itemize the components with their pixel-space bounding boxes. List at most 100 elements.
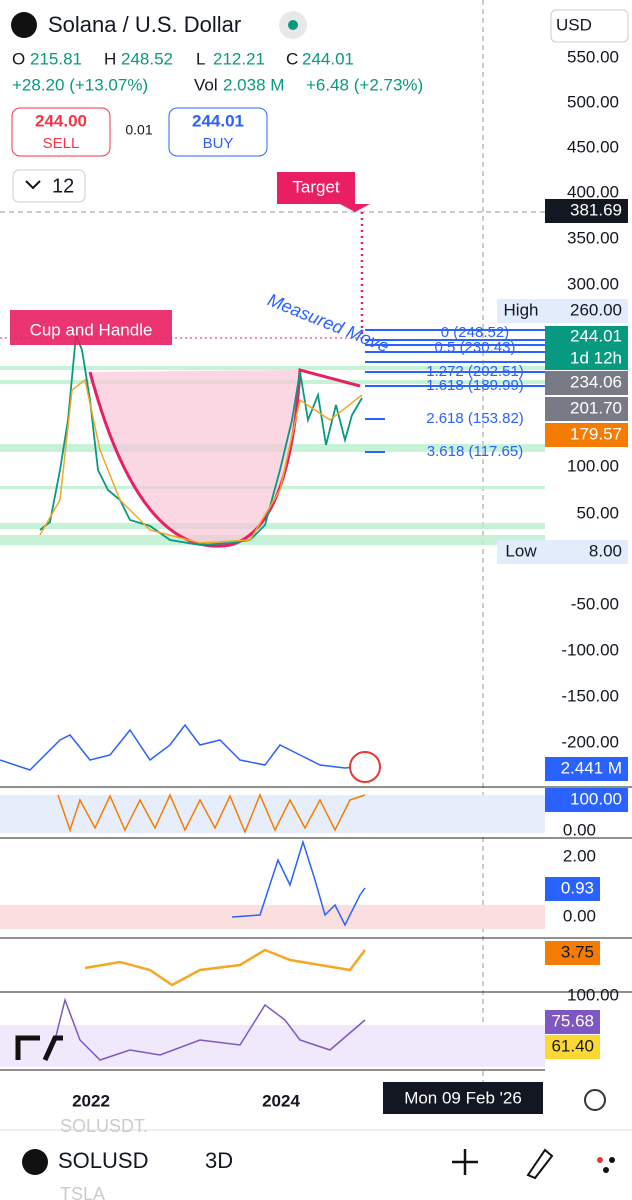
volume-tag: 2.441 M [561,758,622,777]
osc-tag: 3.75 [561,942,594,961]
moving-average [39,378,363,544]
suggestion: SOLUSDT. [60,1116,148,1136]
volume-tag-bg [545,757,628,781]
z-line [231,839,366,927]
level-price: 179.57 [570,424,622,443]
high-label-bg [497,299,545,323]
price-axis-label: 550.00 [567,47,619,66]
rsi-ma-tag-bg [545,1035,600,1059]
stoch-line [57,793,366,834]
target-tag [277,172,370,212]
osc-line [84,948,366,987]
price-axis-label: 300.00 [567,274,619,293]
high-label: High [504,300,539,319]
ohlc-value: 212.21 [213,49,265,68]
price-axis-label: -150.00 [561,686,619,705]
price-axis-label: 350.00 [567,228,619,247]
buy-label: BUY [203,135,234,152]
price-axis-label: 450.00 [567,137,619,156]
currency: USD [556,15,592,34]
buy-button[interactable] [168,107,268,157]
low-price-bg [545,540,628,564]
price-axis-label: 100.00 [567,456,619,475]
draw-button[interactable] [526,1148,554,1180]
fib-label: 2.618 (153.82) [426,410,524,427]
level-price: 234.06 [570,372,622,391]
price-axis-label: 400.00 [567,182,619,201]
chevron [25,180,41,190]
level-price-bg [545,371,628,395]
indicator-axis-label: 100.00 [567,985,619,1004]
level-price-bg [545,397,628,421]
volume-label: Vol [194,75,218,94]
price-axis-label: 50.00 [576,503,619,522]
add-icon[interactable] [517,201,537,221]
crosshair-date: Mon 09 Feb '26 [404,1088,522,1107]
ohlc-label: H [104,49,116,68]
target-price: 381.69 [570,200,622,219]
sell-button[interactable] [11,107,111,157]
sell-price: 244.00 [35,111,87,130]
ohlc-value: 248.52 [121,49,173,68]
panel-dividers [0,786,632,1071]
rsi-ma-tag: 61.40 [551,1036,594,1055]
spread: 0.01 [125,122,152,138]
fib-label: 1.618 (189.99) [426,377,524,394]
last-price-bg [545,326,628,348]
currency-box[interactable] [550,9,629,43]
interval-button[interactable] [12,169,86,203]
time-label: 2022 [72,1091,110,1110]
fib-label: 0.5 (230.43) [435,339,516,356]
target-price-bg [545,199,628,223]
z-band [0,905,545,929]
indicator-axis-label: 2.00 [563,846,596,865]
countdown: 1d 12h [570,348,622,367]
title: Solana / U.S. Dollar [48,12,241,37]
indicator-axis-label: 0.00 [563,906,596,925]
change: +28.20 (+13.07%) [12,75,148,94]
footer-symbol: SOLUSD [58,1148,148,1173]
price-axis-label: -200.00 [561,732,619,751]
ohlc-label: O [12,49,25,68]
settings-icon[interactable] [584,1089,606,1111]
ohlc-value: 244.01 [302,49,354,68]
rsi-tag: 75.68 [551,1011,594,1030]
fib-label: 0 (248.52) [441,324,509,341]
add-button[interactable] [452,1149,478,1175]
volume-change: +6.48 (+2.73%) [306,75,423,94]
measured-move-text: Measured Move [265,290,392,357]
rsi-band [0,1025,545,1067]
menu-button[interactable] [597,1157,615,1173]
ohlc-value: 215.81 [30,49,82,68]
zscore-tag-bg [545,877,600,901]
interval: 12 [52,175,74,197]
volume: 2.038 M [223,75,284,94]
low-label: Low [505,541,537,560]
ohlc-label: C [286,49,298,68]
last-price: 244.01 [570,326,622,345]
high-price-bg [545,299,628,323]
zscore-tag: 0.93 [561,878,594,897]
indicator-axis-label: 0.00 [563,820,596,839]
pattern-tag [10,310,172,345]
rsi-line [54,997,366,1061]
countdown-bg [545,348,628,370]
ohlc-label: L [196,49,205,68]
osc-tag-bg [545,941,600,965]
fib-label: 1.272 (202.51) [426,363,524,380]
target-text: Target [292,177,340,196]
level-price-bg [545,423,628,447]
fib-label: 3.618 (117.65) [427,443,523,460]
time-label: 2024 [262,1091,300,1110]
pattern-text: Cup and Handle [30,320,153,339]
stoch-band [0,795,545,833]
suggestion: TSLA [60,1184,105,1200]
buy-price: 244.01 [192,111,244,130]
status-dot [288,20,298,30]
footer-coin-icon [22,1149,48,1175]
volume-ma [0,723,366,771]
flag-icon [349,751,381,783]
cup-fill [90,370,300,547]
